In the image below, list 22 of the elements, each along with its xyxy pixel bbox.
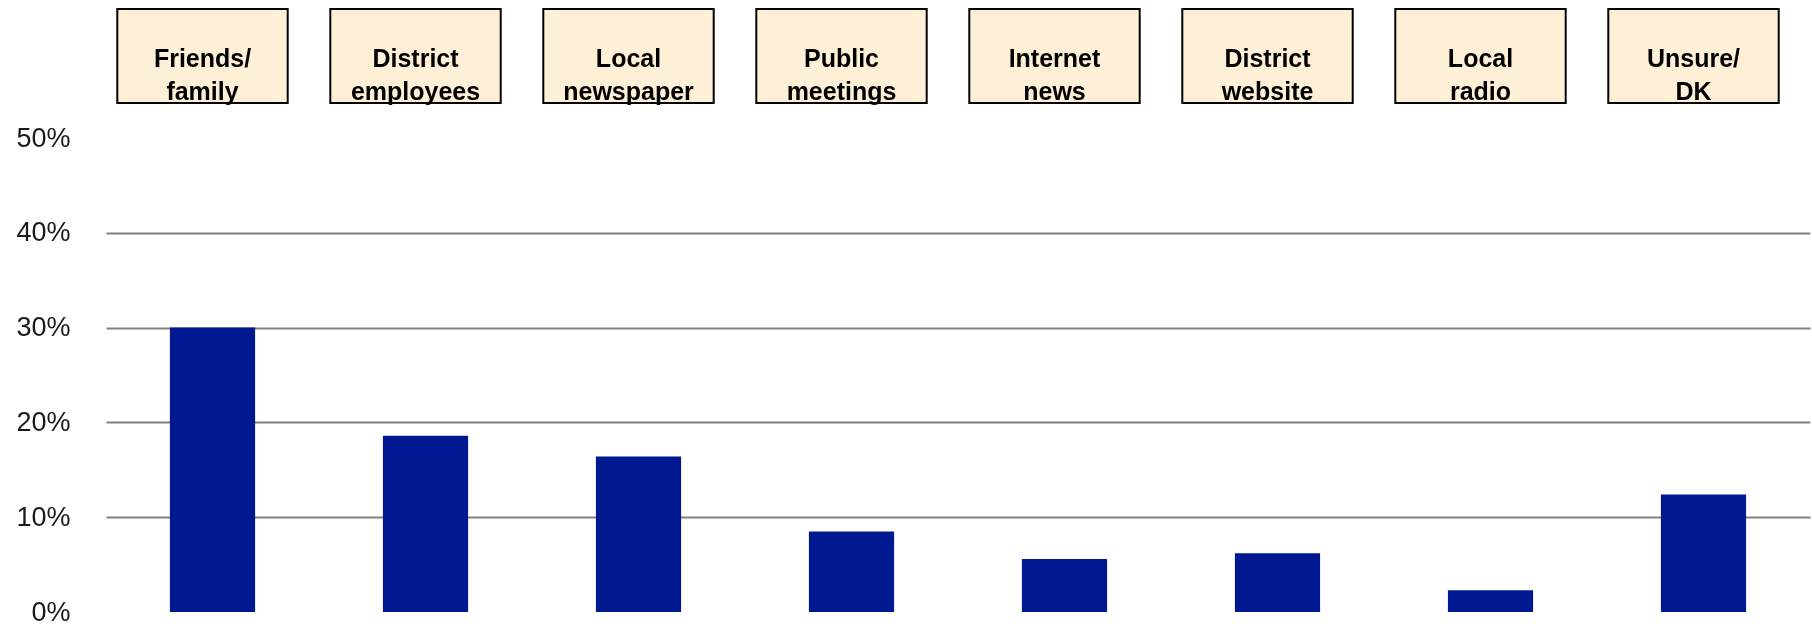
y-tick-label: 20% (16, 406, 71, 437)
bar (382, 435, 469, 612)
x-tick-label: Internet news (1008, 43, 1102, 105)
y-tick-label: 10% (16, 501, 71, 532)
bar (1021, 558, 1108, 612)
bar (1447, 590, 1534, 612)
x-tick-label: District website (1220, 43, 1314, 105)
y-tick-label: 30% (16, 312, 71, 343)
x-tick-label: District employees (350, 43, 481, 105)
bar (1234, 553, 1321, 612)
bar (169, 327, 256, 612)
y-tick-label: 40% (16, 217, 71, 248)
x-tick-label: Friends/ family (153, 43, 252, 105)
bar (595, 456, 682, 612)
x-tick-label: Local newspaper (563, 43, 695, 105)
x-tick-label: Unsure/ DK (1646, 43, 1741, 105)
y-tick-label: 0% (31, 596, 71, 626)
bar (1660, 494, 1747, 612)
bar (808, 531, 895, 612)
x-tick-label: Public meetings (786, 43, 897, 105)
y-tick-label: 50% (16, 122, 71, 153)
x-tick-label: Local radio (1447, 43, 1514, 105)
